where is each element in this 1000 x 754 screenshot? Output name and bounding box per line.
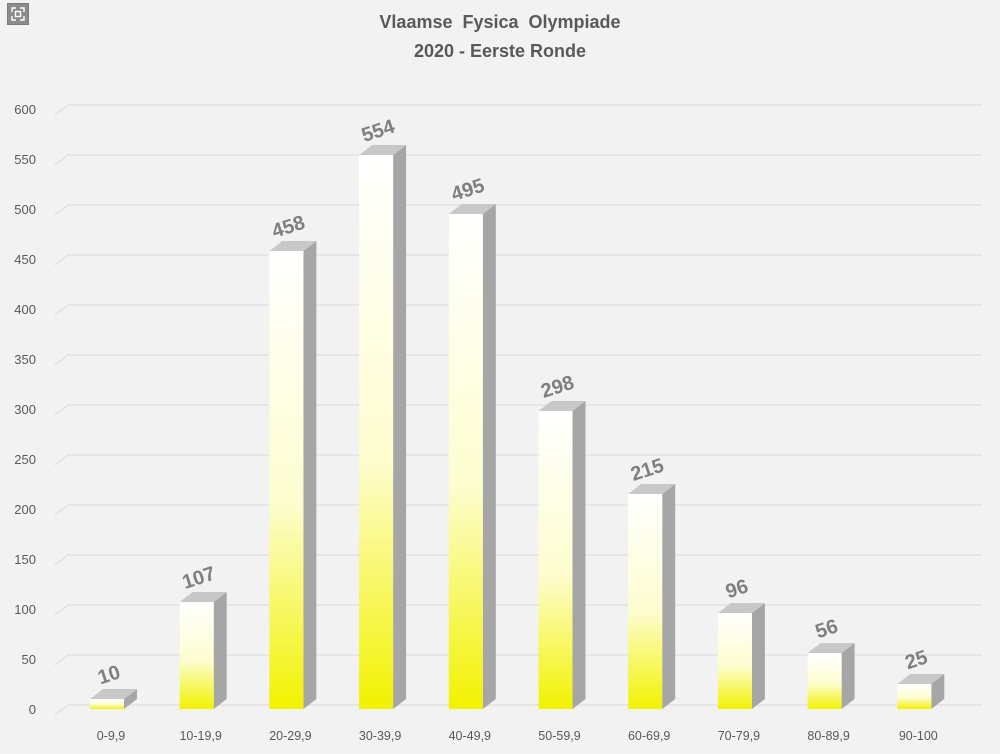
y-tick-label: 0 [29, 702, 36, 717]
gridline-edge [54, 254, 69, 266]
y-tick-label: 600 [14, 102, 36, 117]
bar-top [448, 204, 496, 214]
x-tick-label: 20-29,9 [269, 729, 311, 743]
gridline-edge [54, 504, 69, 516]
bar-front [359, 155, 394, 709]
bar-side [303, 241, 317, 709]
data-label: 458 [269, 212, 308, 243]
gridline-edge [54, 704, 69, 716]
gridline-edge [54, 554, 69, 566]
y-tick-label: 250 [14, 452, 36, 467]
x-tick-label: 90-100 [899, 729, 938, 743]
bar [179, 592, 227, 709]
y-tick-label: 550 [14, 152, 36, 167]
gridline-edge [54, 454, 69, 466]
bar [90, 689, 137, 709]
bar-front [628, 494, 663, 709]
x-tick-label: 80-89,9 [807, 729, 849, 743]
bar-top [717, 603, 765, 613]
bar-front [448, 214, 483, 709]
bar-front [269, 251, 304, 709]
expand-button[interactable] [7, 3, 29, 25]
data-label: 107 [180, 563, 219, 594]
chart-title: Vlaamse Fysica Olympiade [379, 12, 620, 32]
y-tick-label: 100 [14, 602, 36, 617]
x-tick-label: 50-59,9 [538, 729, 580, 743]
x-tick-label: 0-9,9 [97, 729, 126, 743]
data-label: 56 [813, 615, 841, 643]
y-tick-label: 50 [22, 652, 36, 667]
gridline-edge [54, 404, 69, 416]
bar-top [538, 401, 586, 411]
bar-top [807, 643, 855, 653]
gridline-edge [54, 654, 69, 666]
bar-side [751, 603, 765, 709]
y-axis-tick-labels: 0 50 100 150 200 250 300 350 400 450 500 550 600 [14, 102, 36, 717]
x-tick-label: 60-69,9 [628, 729, 670, 743]
y-tick-label: 350 [14, 352, 36, 367]
y-tick-label: 200 [14, 502, 36, 517]
bar [807, 643, 855, 709]
bar [538, 401, 586, 709]
bar-front [179, 602, 214, 709]
bar-front [90, 699, 124, 709]
x-tick-label: 40-49,9 [449, 729, 491, 743]
gridline-edge [54, 604, 69, 616]
bars [90, 145, 945, 709]
data-label: 298 [538, 372, 577, 403]
gridline-edge [54, 154, 69, 166]
bar [897, 674, 945, 709]
bar-side [572, 401, 586, 709]
x-tick-label: 70-79,9 [718, 729, 760, 743]
bar [269, 241, 317, 709]
y-tick-label: 400 [14, 302, 36, 317]
bar-side [841, 643, 855, 709]
data-label: 215 [628, 455, 667, 486]
data-label: 25 [902, 646, 930, 674]
bar-side [393, 145, 407, 709]
bar-front [897, 684, 932, 709]
data-label: 10 [95, 661, 123, 689]
bar-side [124, 689, 137, 709]
x-axis-tick-labels: 0-9,9 10-19,9 20-29,9 30-39,9 40-49,9 50-59,9… [97, 729, 938, 743]
bar-top [269, 241, 317, 251]
bar-side [662, 484, 676, 709]
gridline-edge [54, 304, 69, 316]
bar-side [482, 204, 496, 709]
bar-top [90, 689, 137, 699]
bar-side [931, 674, 945, 709]
bar-front [807, 653, 842, 709]
x-tick-label: 10-19,9 [179, 729, 221, 743]
bar-top [359, 145, 407, 155]
y-tick-label: 300 [14, 402, 36, 417]
gridline-edge [54, 354, 69, 366]
data-label: 554 [359, 115, 398, 147]
bar-top [179, 592, 227, 602]
y-tick-label: 450 [14, 252, 36, 267]
data-label: 96 [723, 575, 751, 603]
bar [448, 204, 496, 709]
bar-side [213, 592, 227, 709]
gridline-edge [54, 204, 69, 216]
y-tick-label: 500 [14, 202, 36, 217]
x-tick-label: 30-39,9 [359, 729, 401, 743]
bar-front [717, 613, 752, 709]
bar [359, 145, 407, 709]
y-tick-label: 150 [14, 552, 36, 567]
bar-top [897, 674, 945, 684]
gridline-edge [54, 104, 69, 116]
chart-subtitle: 2020 - Eerste Ronde [414, 41, 586, 61]
expand-icon [11, 7, 25, 21]
bar [628, 484, 676, 709]
bar [717, 603, 765, 709]
data-label: 495 [449, 175, 488, 206]
bar-top [628, 484, 676, 494]
bar-front [538, 411, 573, 709]
